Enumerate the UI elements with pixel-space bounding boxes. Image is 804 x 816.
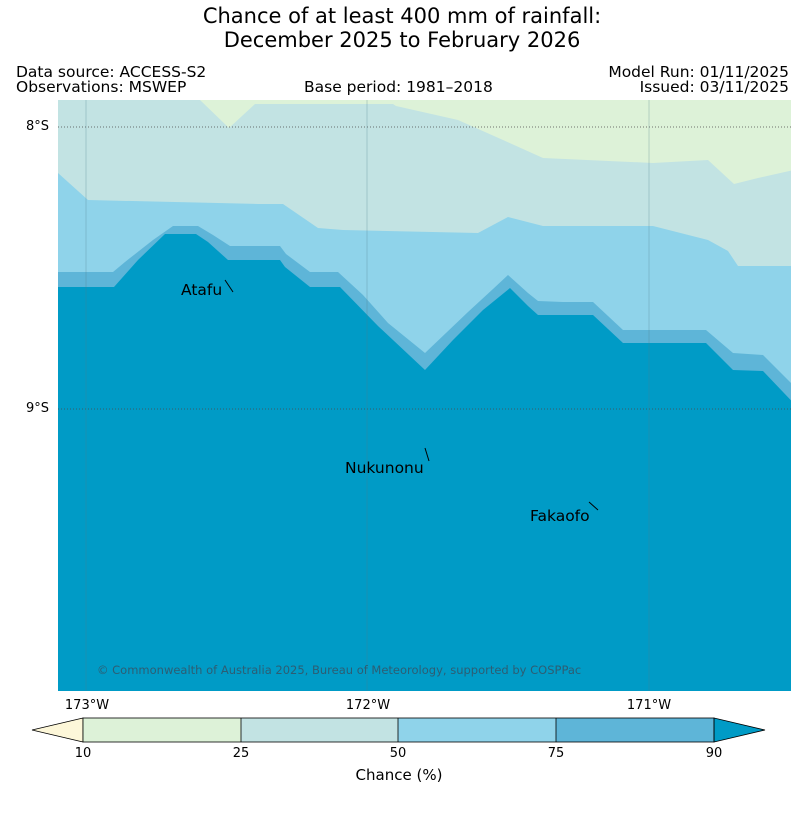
colorbar-tick-25: 25 [232,746,250,761]
colorbar [31,717,766,743]
colorbar-segment-10-25 [83,718,241,742]
colorbar-segment-25-50 [241,718,398,742]
nukunonu-coastline [424,447,430,462]
fakaofo-coastline [588,501,599,511]
colorbar-label: Chance (%) [355,766,443,784]
lat-label-8s: 8°S [26,119,50,134]
map-title: Chance of at least 400 mm of rainfall: D… [0,4,804,52]
lon-label-173w: 173°W [64,698,110,713]
colorbar-tick-90: 90 [705,746,723,761]
lon-label-172w: 172°W [345,698,391,713]
place-label-atafu: Atafu [181,281,223,299]
title-line-2: December 2025 to February 2026 [223,28,581,52]
model-run-text: Model Run: 01/11/2025 [608,63,789,81]
data-source-text: Data source: ACCESS-S2 [16,63,207,81]
map-canvas [58,100,791,691]
colorbar-tick-10: 10 [74,746,92,761]
place-label-fakaofo: Fakaofo [530,507,590,525]
atafu-coastline [224,279,234,293]
colorbar-extend-low [31,717,84,743]
lon-label-171w: 171°W [626,698,672,713]
copyright-notice: © Commonwealth of Australia 2025, Bureau… [97,663,582,677]
base-period-text: Base period: 1981–2018 [304,78,493,96]
lat-label-9s: 9°S [26,401,50,416]
colorbar-tick-75: 75 [547,746,565,761]
title-line-1: Chance of at least 400 mm of rainfall: [202,4,602,28]
colorbar-outline [82,717,715,743]
band-90-plus [58,234,791,691]
colorbar-extend-high [713,717,766,743]
observations-text: Observations: MSWEP [16,78,187,96]
colorbar-segment-50-75 [398,718,556,742]
issued-text: Issued: 03/11/2025 [639,78,789,96]
colorbar-segment-75-90 [556,718,714,742]
colorbar-tick-50: 50 [389,746,407,761]
place-label-nukunonu: Nukunonu [345,459,424,477]
rainfall-probability-map [58,100,791,691]
